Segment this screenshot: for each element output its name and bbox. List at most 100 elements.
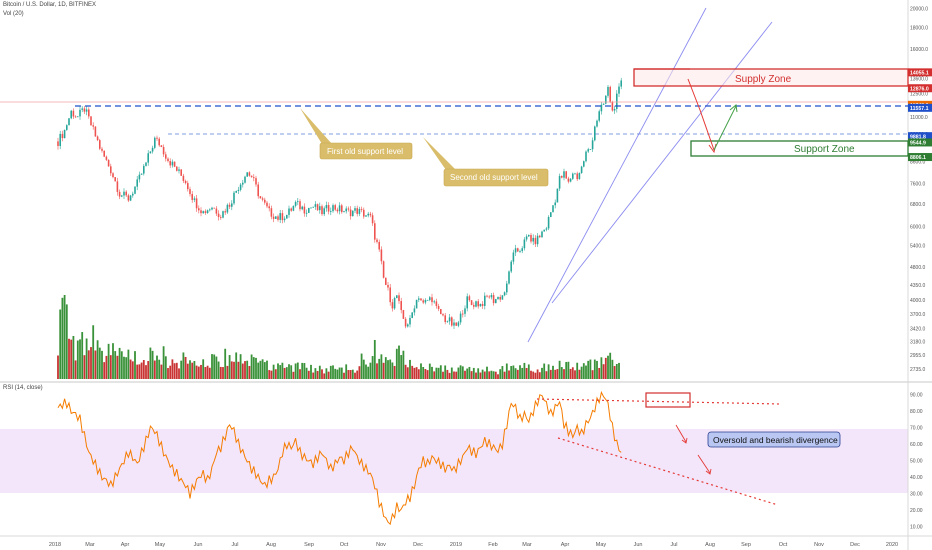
candle-body (297, 201, 299, 203)
candle-body (220, 217, 222, 218)
volume-bar (171, 359, 174, 379)
volume-bar (406, 367, 409, 379)
volume-bar (365, 364, 367, 379)
candle-body (391, 302, 394, 309)
candle-body (420, 298, 422, 301)
rsi-tick-label: 50.00 (910, 459, 923, 465)
volume-bar (477, 368, 480, 379)
rsi-down-arrow-1 (675, 424, 688, 444)
candle-body (316, 204, 319, 211)
volume-bar (446, 369, 449, 379)
volume-bar (409, 359, 411, 379)
candle-body (200, 210, 202, 214)
volume-bar (327, 371, 330, 379)
volume-bar (70, 339, 73, 379)
volume-bar (129, 359, 132, 379)
first-support-callout (319, 142, 413, 160)
volume-bar (490, 370, 493, 379)
volume-bar (246, 360, 249, 379)
volume-bar (387, 360, 389, 379)
candle-body (534, 237, 537, 245)
second-support-callout-pointer (423, 137, 456, 170)
candle-body (519, 251, 521, 252)
volume-bar (294, 363, 297, 379)
candle-body (587, 149, 589, 152)
volume-bar (567, 361, 570, 379)
price-tag-label: 11557.1 (910, 106, 929, 112)
candle-body (525, 236, 528, 240)
candle-body (325, 205, 328, 209)
volume-bar (508, 370, 510, 379)
candle-body (528, 235, 530, 237)
candle-body (187, 183, 189, 190)
volume-bar (519, 365, 521, 379)
candle-body (396, 295, 398, 299)
candle-body (204, 211, 207, 214)
volume-bar (222, 367, 224, 379)
candle-body (591, 140, 594, 150)
volume-bar (169, 365, 172, 379)
candle-body (213, 207, 215, 209)
candle-body (561, 176, 563, 178)
first-support-callout-text: First old support level (327, 147, 403, 156)
volume-bar (571, 367, 574, 379)
volume-bar (580, 366, 583, 379)
volume-bar (213, 354, 216, 379)
price-tick-label: 12500.0 (910, 92, 928, 98)
time-tick-label: Jun (194, 542, 203, 548)
volume-bar (61, 297, 64, 379)
candle-body (154, 137, 156, 148)
volume-bar (145, 365, 147, 379)
price-tick-label: 3180.0 (910, 340, 926, 346)
volume-bar (87, 350, 90, 379)
candle-body (488, 296, 490, 298)
candle-body (250, 175, 253, 178)
volume-bar (413, 367, 416, 379)
volume-bar (138, 364, 141, 379)
volume-bar (257, 362, 260, 379)
volume-bar (420, 363, 422, 379)
candle-body (125, 191, 127, 196)
rsi-tick-label: 80.00 (910, 409, 923, 415)
candle-body (145, 162, 147, 166)
volume-bar (118, 347, 121, 379)
candle-body (415, 299, 418, 309)
candle-body (369, 213, 372, 216)
volume-bar (351, 369, 354, 379)
second-support-callout (443, 168, 549, 187)
candle-body (376, 239, 378, 242)
volume-bar (609, 352, 612, 379)
volume-bar (569, 368, 572, 379)
candle-body (140, 173, 143, 175)
volume-bar (109, 355, 112, 379)
candle-body (63, 129, 66, 139)
candle-body (457, 322, 460, 326)
volume-bar (384, 357, 387, 379)
candle-body (308, 207, 310, 213)
volume-bar (239, 354, 242, 379)
rsi-divergence-dotted-line (557, 437, 779, 506)
candle-body (367, 213, 369, 216)
candle-body (198, 208, 200, 211)
volume-bar (303, 363, 306, 379)
volume-bar (263, 362, 266, 379)
price-tag-marker (908, 68, 932, 77)
candle-body (191, 194, 193, 200)
candle-body (167, 158, 169, 162)
candle-body (563, 171, 565, 178)
price-tick-label: 11000.0 (910, 115, 928, 121)
time-tick-label: May (155, 542, 166, 548)
candle-body (77, 116, 79, 118)
volume-bar (382, 362, 385, 379)
candle-body (431, 297, 433, 303)
volume-bar (589, 359, 592, 379)
candle-body (110, 166, 112, 174)
candle-body (462, 313, 464, 315)
volume-bar (503, 371, 506, 379)
candle-body (435, 301, 438, 307)
candle-body (512, 252, 515, 262)
volume-bar (162, 346, 165, 379)
candle-body (303, 206, 306, 214)
volume-bar (112, 343, 114, 379)
candle-body (248, 172, 251, 176)
